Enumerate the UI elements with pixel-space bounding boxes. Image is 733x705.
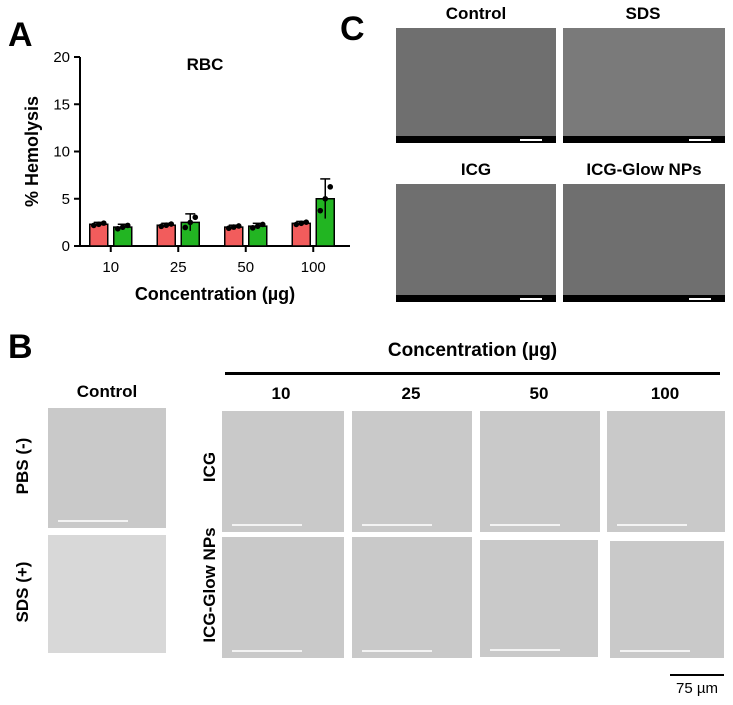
y-tick-label: 0 — [62, 238, 70, 255]
data-point — [90, 222, 97, 229]
conc-label-100: 100 — [650, 384, 680, 403]
data-point — [317, 207, 324, 214]
data-point — [225, 225, 232, 232]
data-point — [230, 224, 237, 230]
data-point — [192, 214, 199, 221]
data-point — [95, 221, 102, 228]
concentration-header: Concentration (µg) — [387, 340, 558, 361]
conc-label-50: 50 — [529, 384, 549, 403]
micro-glow-25 — [352, 537, 472, 658]
data-point — [119, 224, 126, 230]
sem-label-control: Control — [445, 4, 507, 23]
conc-label-25: 25 — [401, 384, 421, 403]
hemolysis-chart: 0 5 10 15 20 RBC % Hemolysis Concentration (µg)… — [22, 49, 350, 304]
sem-label-icg: ICG — [460, 160, 492, 179]
y-tick-label: 10 — [53, 144, 70, 161]
micro-glow-10 — [222, 537, 344, 658]
micro-control-pbs — [48, 408, 166, 528]
micro-glow-50 — [480, 540, 598, 657]
row-label-icg: ICG — [200, 451, 219, 483]
data-point — [168, 221, 175, 227]
data-point — [249, 225, 256, 231]
sem-image-icg — [396, 184, 556, 302]
row-label-icg-glow: ICG-Glow NPs — [200, 527, 219, 643]
data-point — [293, 221, 300, 228]
micro-icg-100 — [607, 411, 725, 532]
conc-label-10: 10 — [271, 384, 291, 403]
data-point — [114, 226, 121, 232]
control-label: Control — [76, 382, 138, 401]
micro-control-sds — [48, 535, 166, 653]
data-point — [327, 184, 334, 190]
row-label-sds: SDS (+) — [13, 561, 32, 623]
x-tick-label: 50 — [237, 259, 254, 276]
data-point — [254, 223, 261, 229]
chart-title: RBC — [187, 55, 224, 74]
data-point — [259, 221, 266, 228]
panel-letter-a: A — [8, 16, 33, 54]
x-tick-label: 10 — [102, 259, 119, 276]
data-point — [298, 220, 305, 227]
sem-image-icg-glow — [563, 184, 725, 302]
row-label-pbs: PBS (-) — [13, 437, 32, 495]
data-point — [163, 222, 170, 229]
micro-icg-10 — [222, 411, 344, 532]
sem-image-control — [396, 28, 556, 143]
data-point — [235, 223, 242, 229]
data-point — [303, 219, 310, 225]
y-axis-label: % Hemolysis — [22, 96, 42, 207]
micro-glow-100 — [610, 541, 724, 658]
scale-bar — [670, 674, 724, 676]
data-point — [100, 220, 107, 226]
x-tick-label: 25 — [170, 259, 187, 276]
data-point — [182, 224, 189, 231]
x-axis-label: Concentration (µg) — [135, 284, 295, 304]
micro-icg-50 — [480, 411, 600, 532]
x-tick-label: 100 — [301, 259, 326, 276]
micro-icg-25 — [352, 411, 472, 532]
panel-letter-b: B — [8, 328, 33, 366]
data-point — [187, 219, 194, 226]
sem-label-icg-glow: ICG-Glow NPs — [586, 160, 702, 179]
header-rule — [225, 372, 720, 375]
y-tick-label: 15 — [53, 96, 70, 113]
data-point — [124, 222, 131, 229]
y-tick-label: 5 — [62, 191, 70, 208]
sem-image-sds — [563, 28, 725, 143]
data-point — [322, 195, 329, 202]
scale-label: 75 µm — [676, 680, 718, 697]
sem-label-sds: SDS — [625, 4, 661, 23]
panel-letter-c: C — [340, 10, 365, 48]
data-point — [158, 223, 165, 230]
y-tick-label: 20 — [53, 49, 70, 66]
